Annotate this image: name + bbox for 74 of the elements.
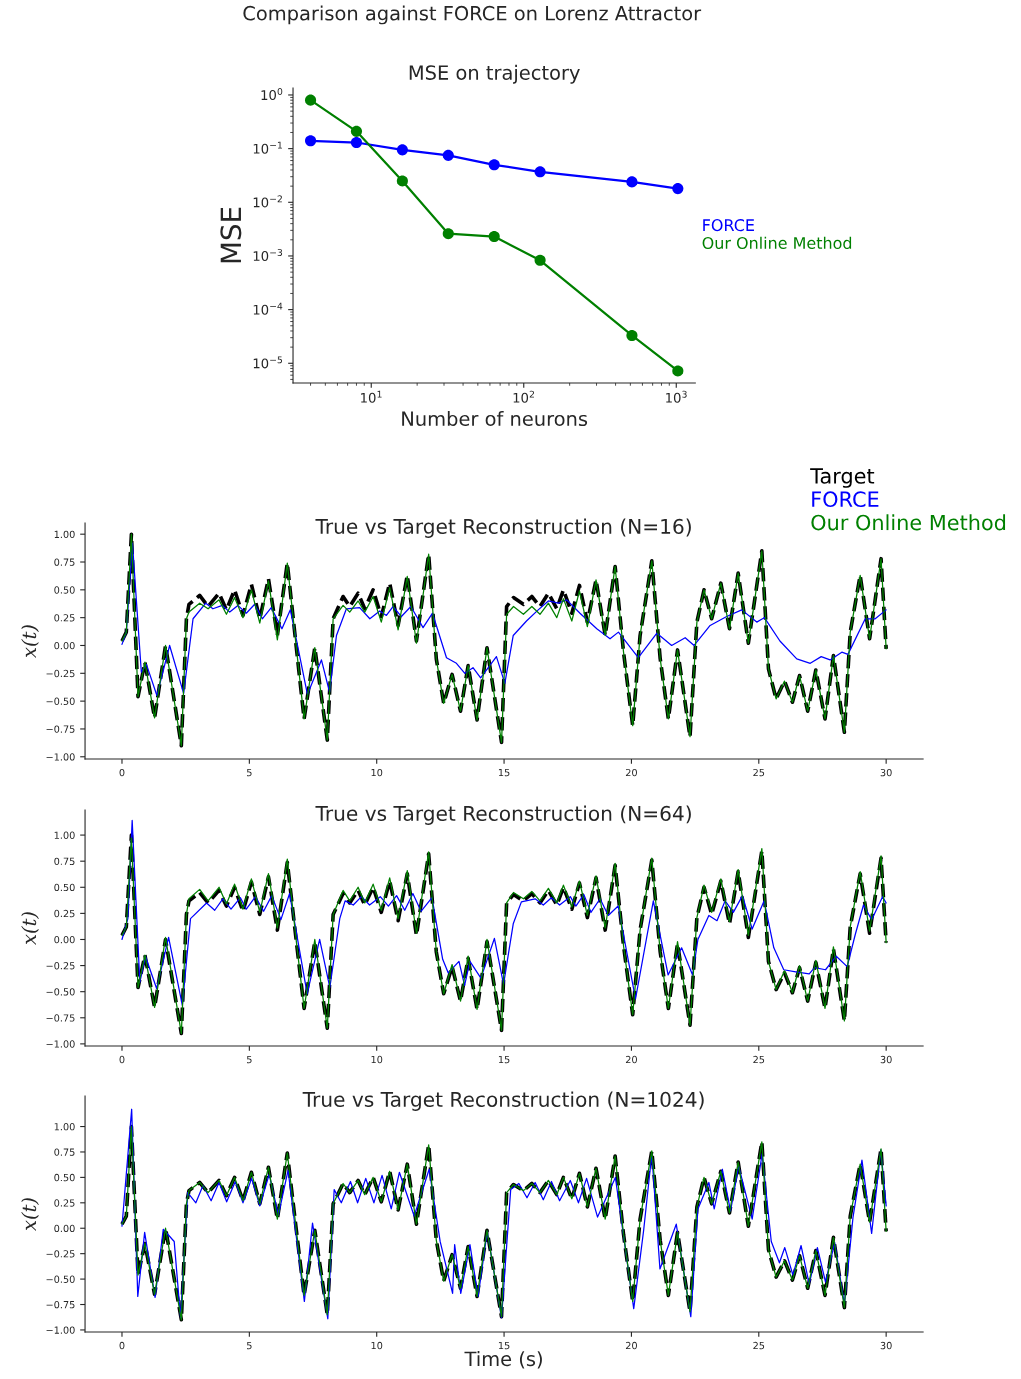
- text: Target: [810, 468, 875, 488]
- chart-title: True vs Target Reconstruction (N=16): [315, 518, 691, 538]
- chart-subtitle: MSE on trajectory: [409, 64, 580, 84]
- y-tick-label: 0.00: [54, 1224, 75, 1233]
- x-tick-label: 0: [119, 1341, 125, 1350]
- y-tick-label: 1.00: [54, 831, 75, 839]
- y-tick-label: 0.00: [54, 641, 75, 650]
- y-axis-title: x(t): [21, 625, 39, 658]
- x-tick-label: 15: [498, 769, 510, 777]
- y-tick-label: −0.50: [46, 988, 75, 996]
- y-tick-label: 0.25: [54, 909, 75, 918]
- x-tick-label: 20: [625, 1341, 637, 1350]
- y-tick-label: 10$^{−4}$: [253, 302, 283, 315]
- x-tick-label: 10: [371, 768, 383, 777]
- y-tick-label: −0.25: [46, 962, 75, 970]
- x-tick-label: 20: [625, 768, 637, 777]
- y-tick-label: 0.50: [54, 586, 75, 594]
- x-tick-label: 10$^{2}$: [513, 390, 535, 403]
- y-tick-label: −1.00: [46, 1040, 75, 1048]
- x-tick-label: 30: [880, 1055, 892, 1064]
- y-tick-label: 10$^{−5}$: [253, 356, 283, 369]
- y-tick-label: 1.00: [54, 530, 75, 539]
- y-axis-title: x(t): [21, 1198, 39, 1231]
- x-tick-label: 10$^{1}$: [361, 390, 382, 403]
- text: FORCE: [703, 219, 754, 232]
- y-tick-label: −0.50: [46, 1275, 75, 1283]
- x-tick-label: 25: [753, 1055, 765, 1064]
- y-tick-label: −1.00: [46, 1326, 75, 1334]
- text: Our Online Method: [702, 236, 852, 250]
- x-tick-label: 25: [753, 1341, 765, 1350]
- y-tick-label: −1.00: [46, 753, 75, 761]
- y-axis-title: MSE: [220, 207, 242, 263]
- x-tick-label: 5: [247, 1342, 252, 1350]
- y-tick-label: 10$^{−2}$: [253, 195, 282, 208]
- x-tick-label: 5: [247, 1055, 252, 1064]
- x-tick-label: 30: [880, 1341, 892, 1350]
- x-tick-label: 10: [371, 1341, 383, 1350]
- y-tick-label: 10$^{−1}$: [253, 141, 282, 154]
- x-axis-title: Time (s): [464, 1351, 542, 1369]
- y-tick-label: 0.50: [54, 883, 75, 892]
- y-tick-label: 10$^{0}$: [261, 87, 283, 101]
- y-tick-label: 0.75: [54, 857, 75, 866]
- x-tick-label: 30: [880, 768, 892, 777]
- y-tick-label: 0.75: [54, 1148, 75, 1156]
- y-tick-label: 0.25: [54, 1199, 75, 1207]
- x-tick-label: 0: [119, 1055, 125, 1064]
- text: Our Online Method: [811, 514, 1006, 531]
- y-tick-label: −0.25: [46, 669, 75, 678]
- chart-title: True vs Target Reconstruction (N=64): [315, 805, 691, 825]
- y-tick-label: 0.75: [54, 558, 75, 566]
- x-tick-label: 15: [498, 1342, 510, 1350]
- y-axis-title: x(t): [21, 912, 39, 945]
- x-tick-label: 5: [247, 769, 252, 777]
- x-tick-label: 25: [753, 768, 765, 777]
- line-series: [121, 542, 887, 697]
- y-tick-label: −0.75: [46, 1300, 75, 1309]
- x-axis-title: Number of neurons: [402, 411, 588, 427]
- chart-title: Comparison against FORCE on Lorenz Attractor: [243, 5, 702, 25]
- y-tick-label: −0.50: [46, 697, 75, 705]
- y-tick-label: 10$^{−3}$: [253, 248, 283, 262]
- x-tick-label: 15: [498, 1055, 510, 1064]
- y-tick-label: −0.75: [46, 1014, 75, 1022]
- x-tick-label: 10$^{3}$: [666, 390, 687, 403]
- y-tick-label: 0.00: [54, 935, 75, 944]
- x-tick-label: 10: [371, 1055, 383, 1064]
- y-tick-label: 0.25: [54, 614, 75, 622]
- y-tick-label: 1.00: [54, 1123, 75, 1131]
- y-tick-label: −0.75: [46, 725, 75, 733]
- x-tick-label: 20: [625, 1055, 637, 1064]
- y-tick-label: 0.50: [54, 1173, 75, 1182]
- text: FORCE: [812, 491, 879, 508]
- y-tick-label: −0.25: [46, 1250, 75, 1258]
- x-tick-label: 0: [119, 768, 125, 777]
- chart-title: True vs Target Reconstruction (N=1024): [302, 1091, 704, 1111]
